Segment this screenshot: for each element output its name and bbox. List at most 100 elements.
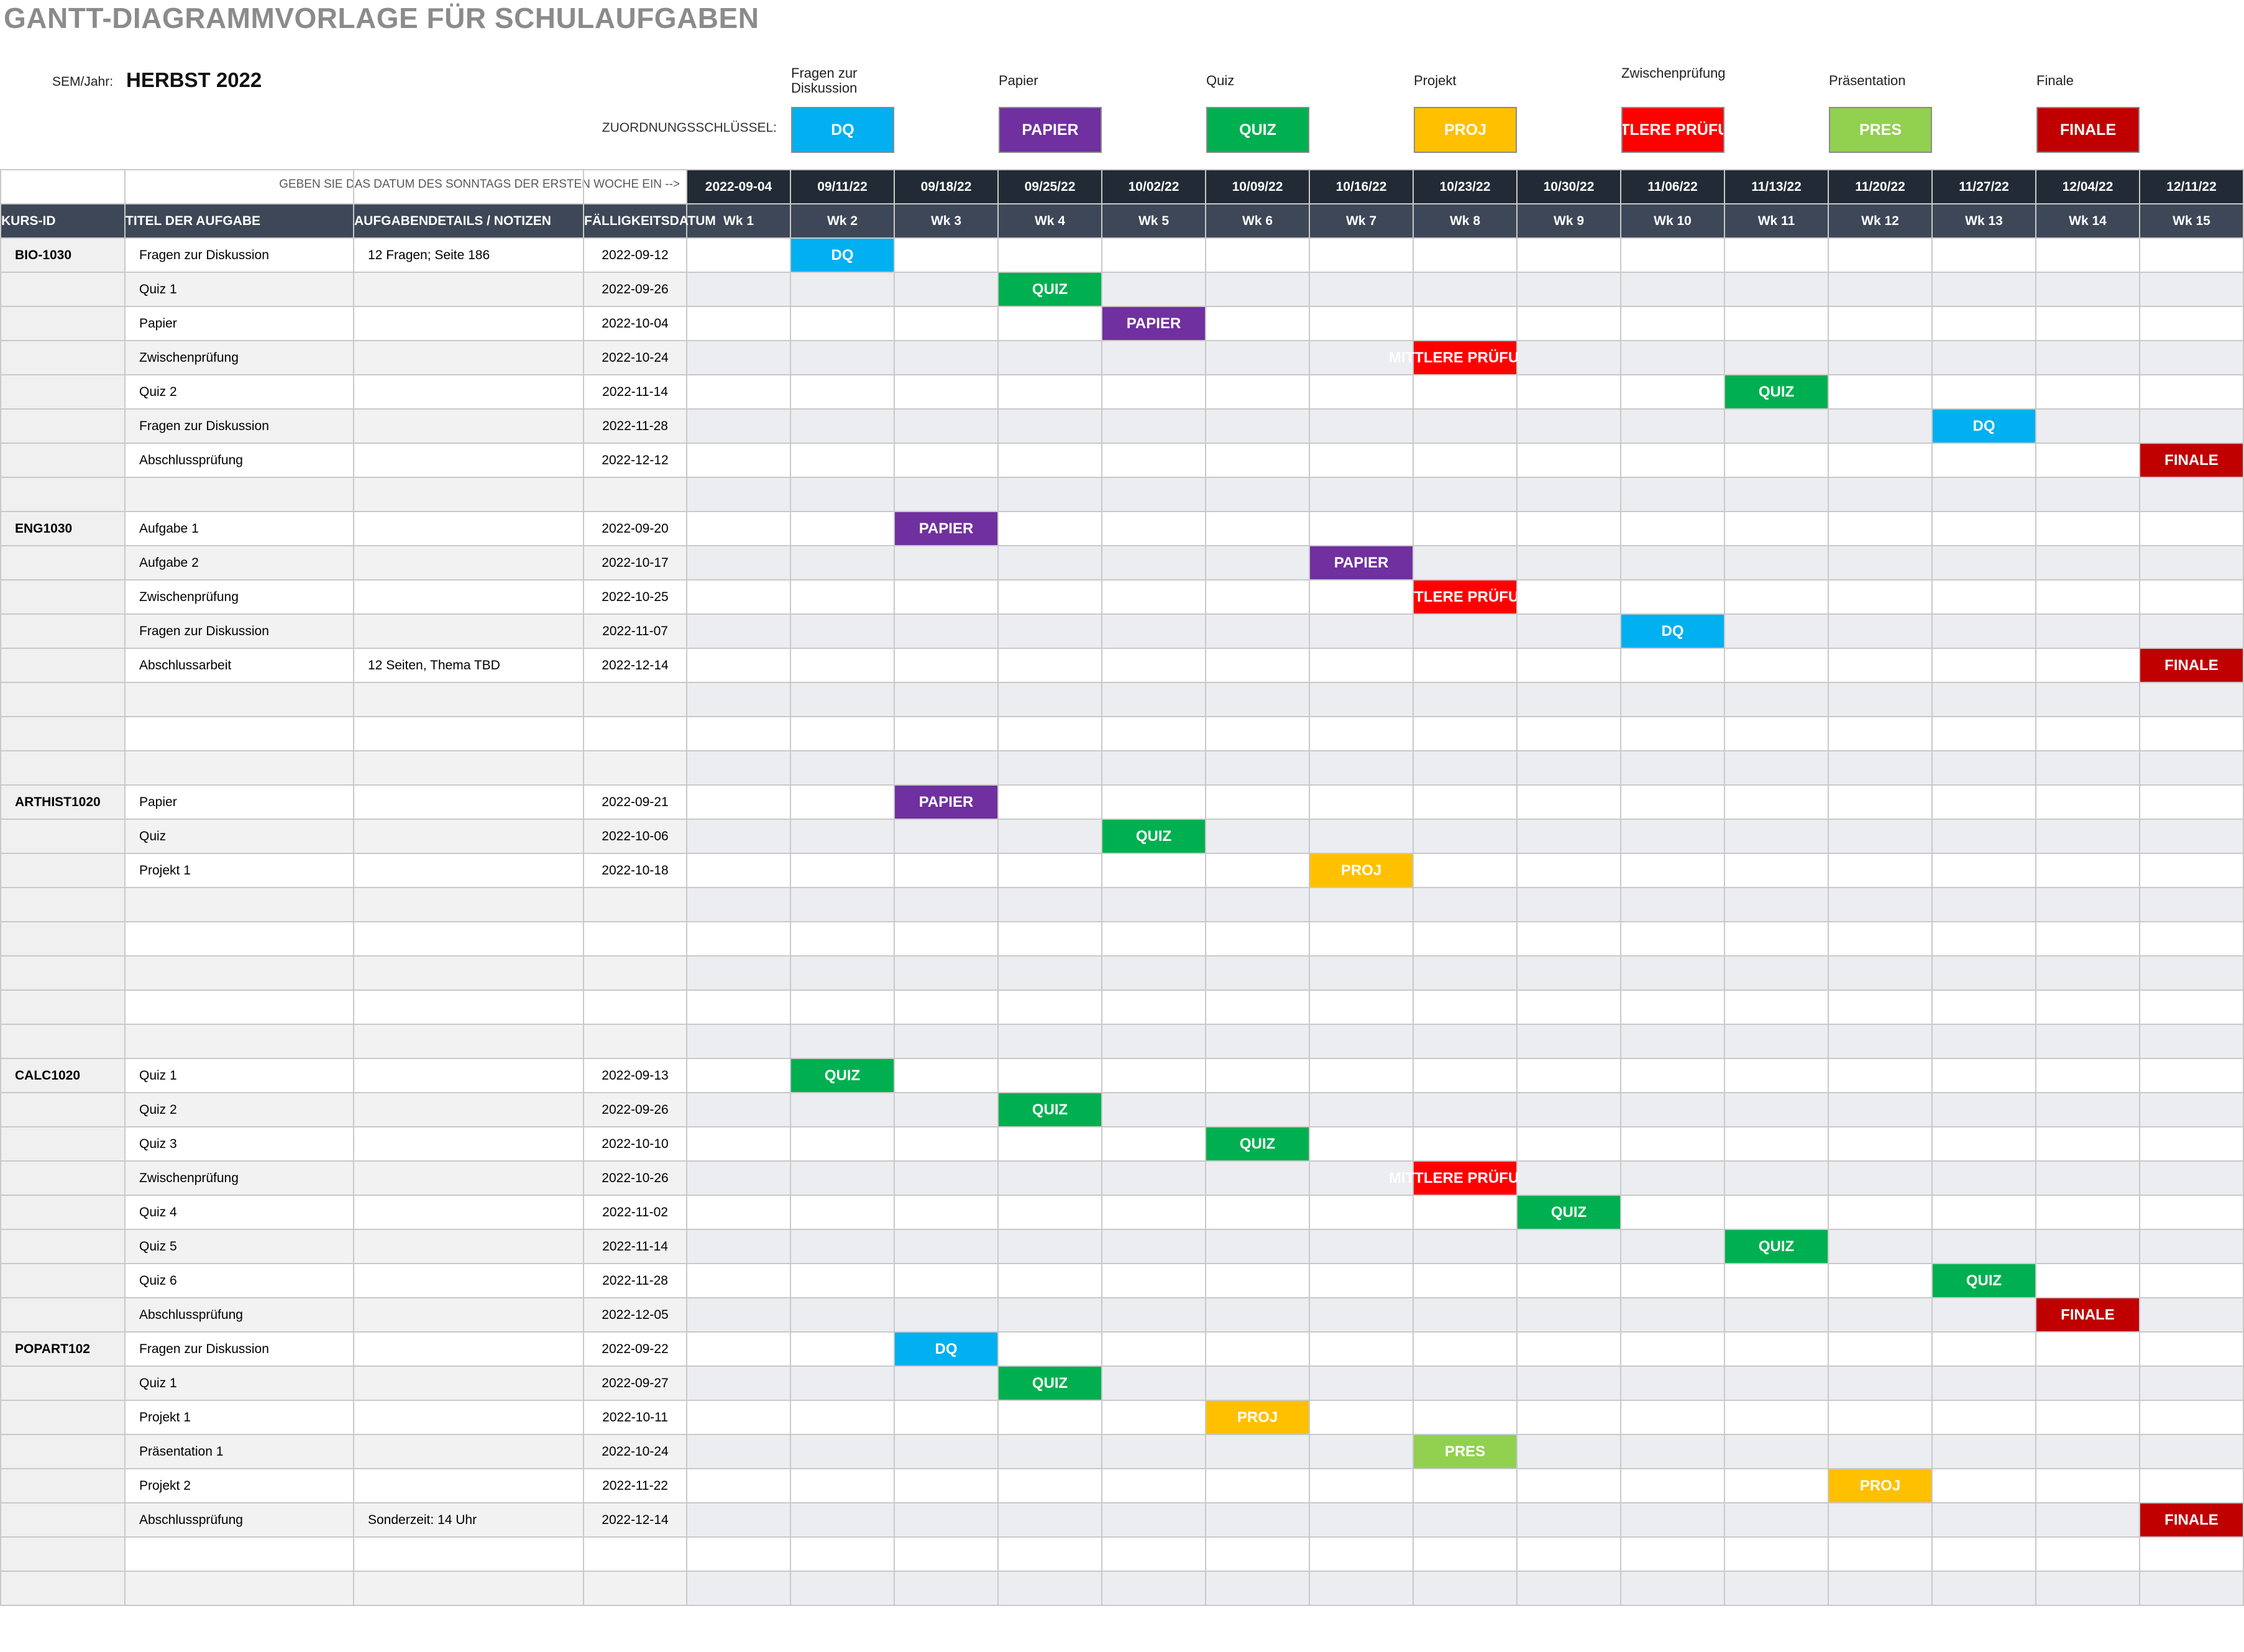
due-date-cell[interactable]: 2022-11-28 (583, 408, 687, 444)
task-notes-cell[interactable] (353, 1024, 584, 1059)
task-notes-cell[interactable] (353, 613, 584, 649)
course-id-cell[interactable]: CALC1020 (0, 1058, 126, 1093)
task-notes-cell[interactable] (353, 784, 584, 820)
task-notes-cell[interactable] (353, 1297, 584, 1333)
task-title-cell[interactable]: Quiz 3 (124, 1126, 354, 1162)
task-title-cell[interactable] (124, 989, 354, 1025)
course-id-cell[interactable] (0, 955, 126, 991)
due-date-cell[interactable]: 2022-09-22 (583, 1331, 687, 1367)
task-notes-cell[interactable]: 12 Fragen; Seite 186 (353, 237, 584, 273)
due-date-cell[interactable]: 2022-09-13 (583, 1058, 687, 1093)
course-id-cell[interactable] (0, 408, 126, 444)
task-notes-cell[interactable]: 12 Seiten, Thema TBD (353, 648, 584, 683)
task-notes-cell[interactable] (353, 1092, 584, 1127)
due-date-cell[interactable] (583, 716, 687, 751)
task-title-cell[interactable] (124, 887, 354, 922)
week-date-1[interactable]: 2022-09-04 (686, 169, 791, 204)
task-title-cell[interactable]: Abschlussprüfung (124, 443, 354, 478)
course-id-cell[interactable]: POPART102 (0, 1331, 126, 1367)
course-id-cell[interactable] (0, 545, 126, 580)
task-notes-cell[interactable]: Sonderzeit: 14 Uhr (353, 1502, 584, 1538)
course-id-cell[interactable] (0, 579, 126, 615)
due-date-cell[interactable] (583, 750, 687, 786)
due-date-cell[interactable] (583, 1571, 687, 1606)
task-notes-cell[interactable] (353, 477, 584, 512)
task-title-cell[interactable]: Quiz 1 (124, 1365, 354, 1401)
task-notes-cell[interactable] (353, 887, 584, 922)
task-title-cell[interactable] (124, 716, 354, 751)
task-title-cell[interactable] (124, 1024, 354, 1059)
task-title-cell[interactable] (124, 682, 354, 717)
task-notes-cell[interactable] (353, 579, 584, 615)
task-title-cell[interactable] (124, 477, 354, 512)
task-title-cell[interactable]: Quiz (124, 819, 354, 854)
due-date-cell[interactable]: 2022-12-12 (583, 443, 687, 478)
task-title-cell[interactable]: Quiz 5 (124, 1229, 354, 1264)
course-id-cell[interactable] (0, 716, 126, 751)
due-date-cell[interactable]: 2022-10-06 (583, 819, 687, 854)
course-id-cell[interactable] (0, 989, 126, 1025)
task-title-cell[interactable]: Quiz 1 (124, 1058, 354, 1093)
task-notes-cell[interactable] (353, 1229, 584, 1264)
course-id-cell[interactable]: ENG1030 (0, 511, 126, 546)
course-id-cell[interactable] (0, 1502, 126, 1538)
due-date-cell[interactable] (583, 887, 687, 922)
task-notes-cell[interactable] (353, 511, 584, 546)
task-title-cell[interactable]: Zwischenprüfung (124, 579, 354, 615)
task-title-cell[interactable]: Projekt 2 (124, 1468, 354, 1503)
course-id-cell[interactable] (0, 1434, 126, 1469)
course-id-cell[interactable] (0, 613, 126, 649)
task-title-cell[interactable]: Quiz 1 (124, 272, 354, 307)
course-id-cell[interactable] (0, 1160, 126, 1196)
course-id-cell[interactable] (0, 1092, 126, 1127)
course-id-cell[interactable] (0, 819, 126, 854)
due-date-cell[interactable]: 2022-11-14 (583, 1229, 687, 1264)
task-title-cell[interactable]: Zwischenprüfung (124, 340, 354, 375)
task-title-cell[interactable]: Projekt 1 (124, 1400, 354, 1435)
due-date-cell[interactable]: 2022-10-18 (583, 853, 687, 888)
task-notes-cell[interactable] (353, 1468, 584, 1503)
course-id-cell[interactable] (0, 443, 126, 478)
due-date-cell[interactable]: 2022-09-26 (583, 1092, 687, 1127)
task-notes-cell[interactable] (353, 443, 584, 478)
due-date-cell[interactable] (583, 1024, 687, 1059)
due-date-cell[interactable]: 2022-10-26 (583, 1160, 687, 1196)
task-title-cell[interactable]: Papier (124, 306, 354, 341)
task-notes-cell[interactable] (353, 408, 584, 444)
due-date-cell[interactable]: 2022-09-20 (583, 511, 687, 546)
task-notes-cell[interactable] (353, 1263, 584, 1298)
course-id-cell[interactable] (0, 1468, 126, 1503)
task-notes-cell[interactable] (353, 819, 584, 854)
task-title-cell[interactable] (124, 955, 354, 991)
course-id-cell[interactable] (0, 648, 126, 683)
due-date-cell[interactable]: 2022-12-14 (583, 648, 687, 683)
due-date-cell[interactable] (583, 1536, 687, 1572)
course-id-cell[interactable]: BIO-1030 (0, 237, 126, 273)
due-date-cell[interactable] (583, 921, 687, 957)
task-title-cell[interactable] (124, 1571, 354, 1606)
task-notes-cell[interactable] (353, 374, 584, 410)
due-date-cell[interactable]: 2022-12-14 (583, 1502, 687, 1538)
course-id-cell[interactable] (0, 1571, 126, 1606)
task-title-cell[interactable]: Quiz 2 (124, 374, 354, 410)
course-id-cell[interactable] (0, 750, 126, 786)
course-id-cell[interactable]: ARTHIST1020 (0, 784, 126, 820)
task-notes-cell[interactable] (353, 1365, 584, 1401)
task-title-cell[interactable]: Abschlussprüfung (124, 1297, 354, 1333)
course-id-cell[interactable] (0, 921, 126, 957)
task-notes-cell[interactable] (353, 545, 584, 580)
course-id-cell[interactable] (0, 1024, 126, 1059)
task-notes-cell[interactable] (353, 1536, 584, 1572)
course-id-cell[interactable] (0, 1297, 126, 1333)
due-date-cell[interactable]: 2022-10-24 (583, 1434, 687, 1469)
due-date-cell[interactable]: 2022-09-21 (583, 784, 687, 820)
task-title-cell[interactable]: Fragen zur Diskussion (124, 613, 354, 649)
task-title-cell[interactable]: Fragen zur Diskussion (124, 237, 354, 273)
semester-value[interactable]: HERBST 2022 (126, 68, 262, 91)
due-date-cell[interactable]: 2022-10-10 (583, 1126, 687, 1162)
due-date-cell[interactable]: 2022-11-22 (583, 1468, 687, 1503)
task-title-cell[interactable] (124, 1536, 354, 1572)
task-notes-cell[interactable] (353, 1058, 584, 1093)
course-id-cell[interactable] (0, 1536, 126, 1572)
course-id-cell[interactable] (0, 1400, 126, 1435)
